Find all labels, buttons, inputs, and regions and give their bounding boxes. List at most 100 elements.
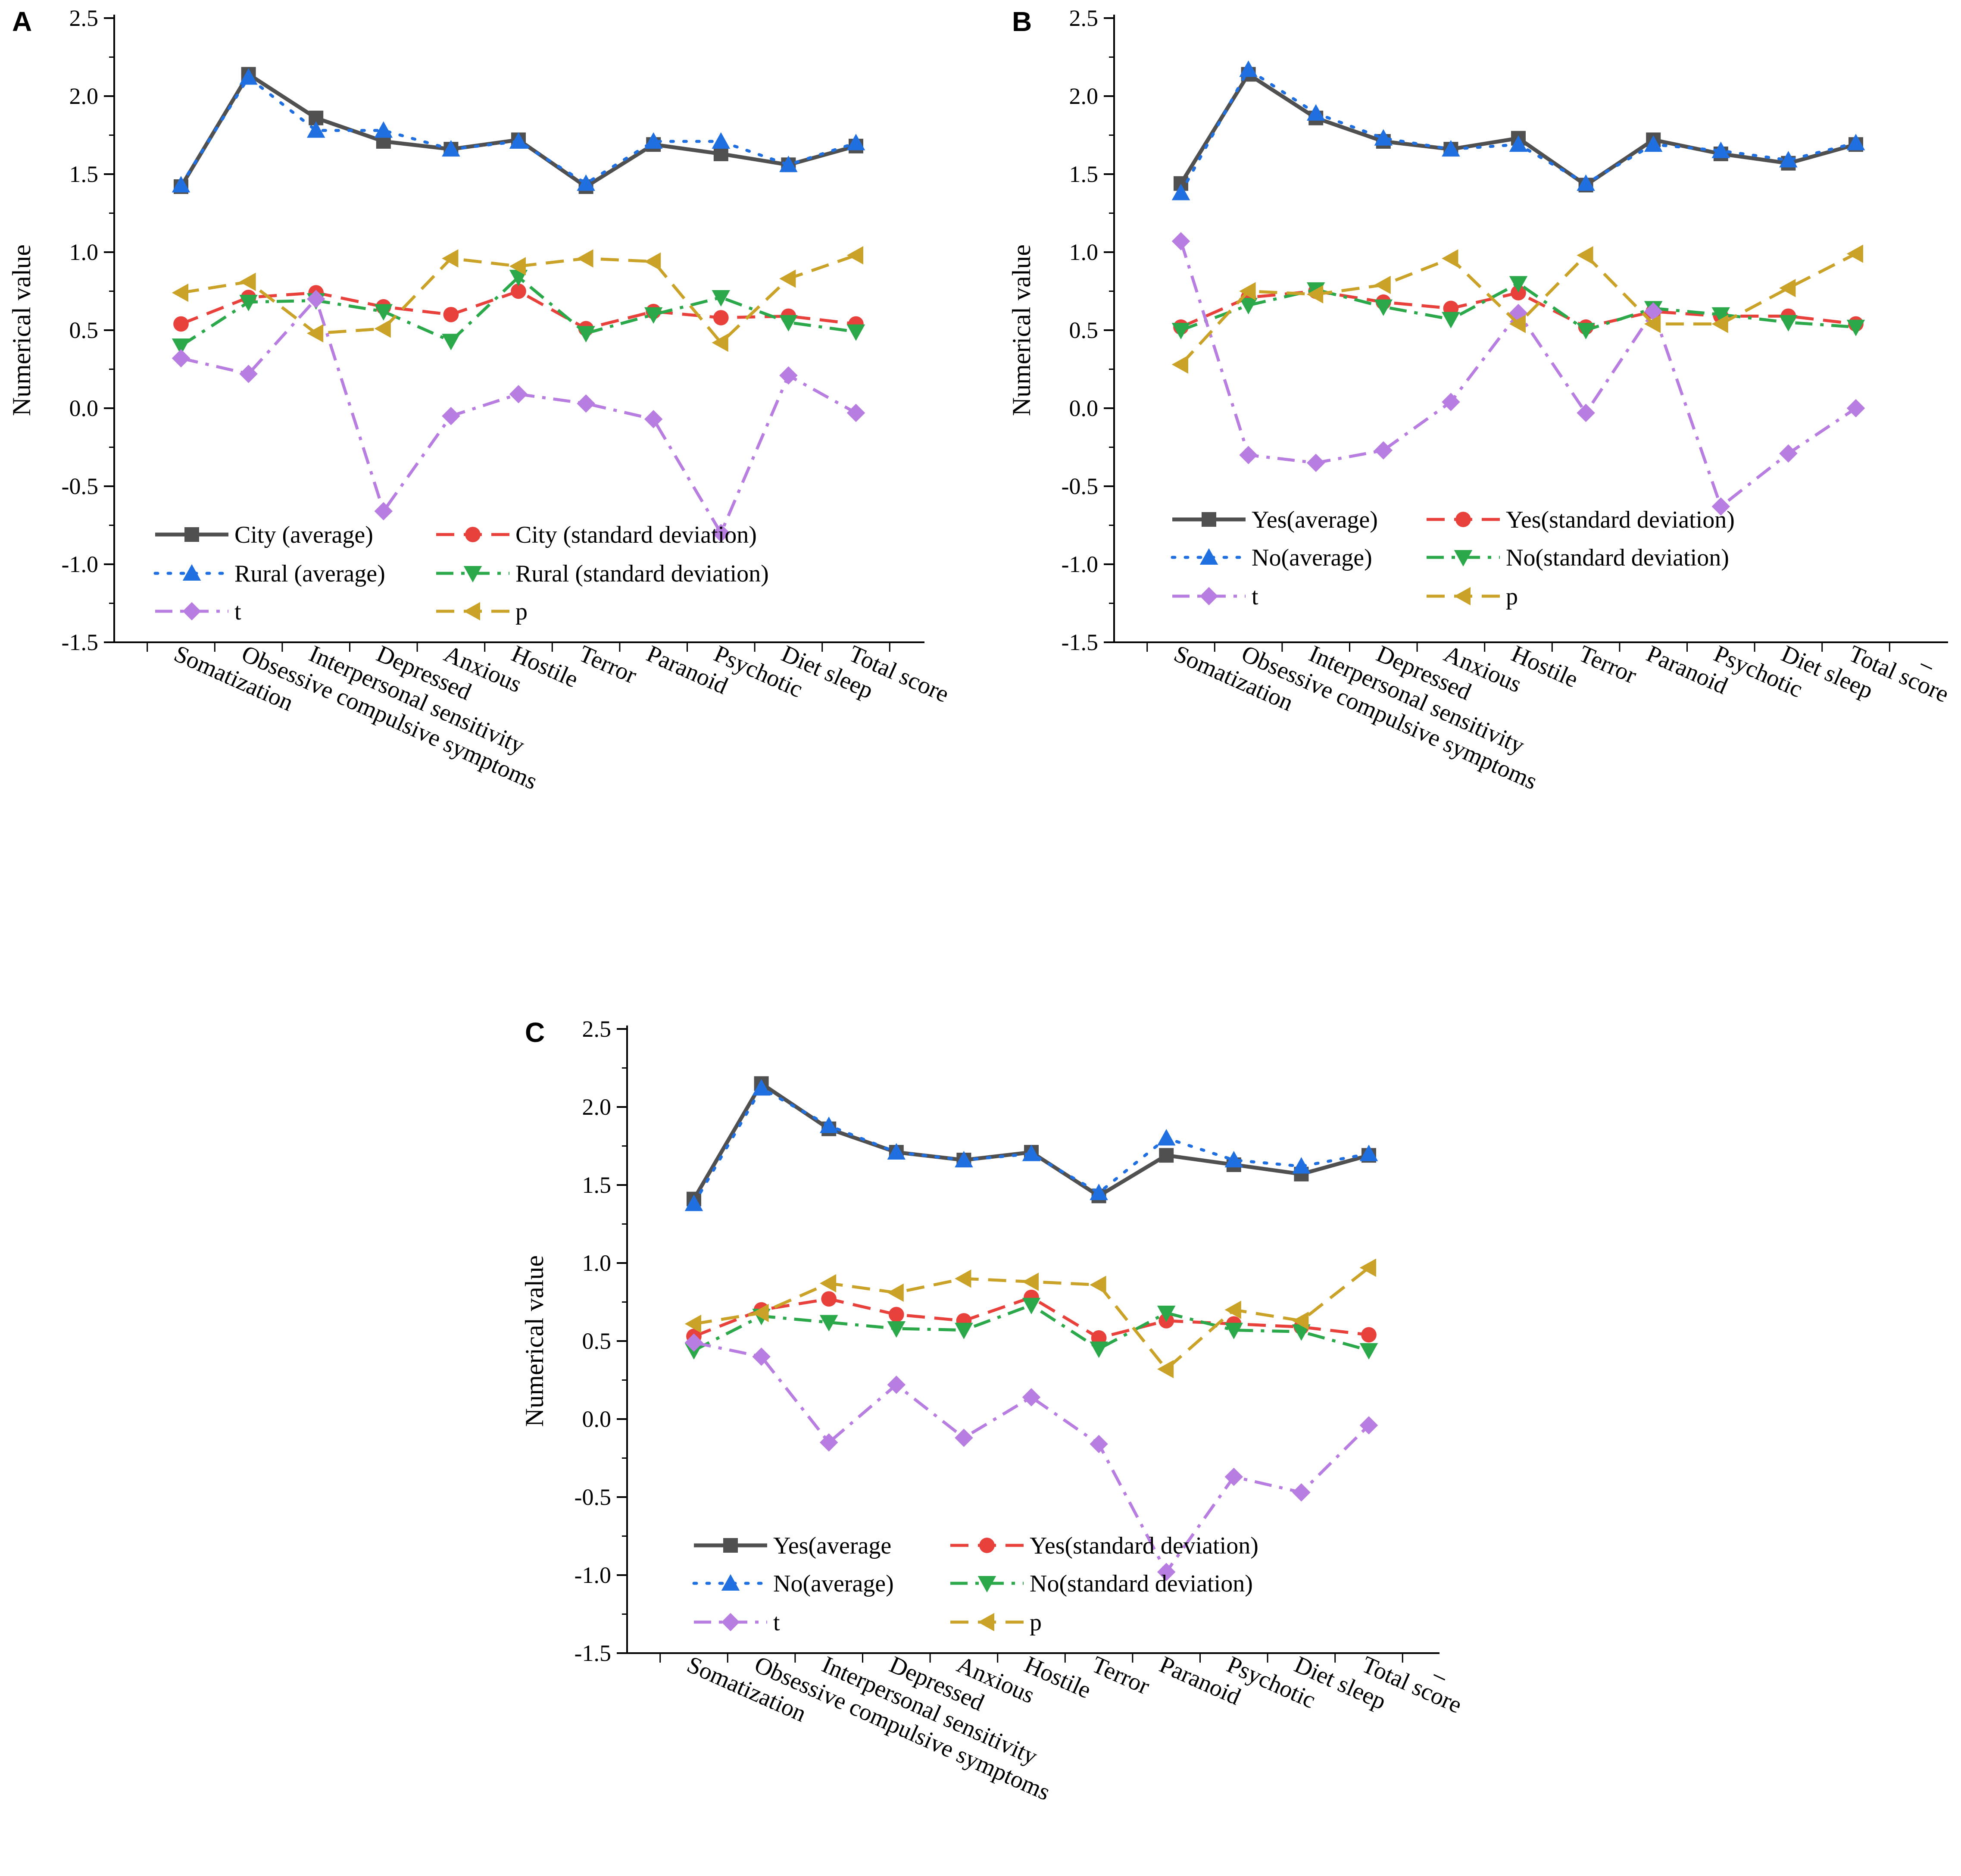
data-point-rural-standard-deviation xyxy=(374,304,393,321)
data-point-p xyxy=(644,252,661,271)
data-point-rural-standard-deviation xyxy=(509,269,528,287)
panel-label: A xyxy=(12,6,32,37)
data-point-p xyxy=(1292,1311,1309,1330)
data-point-p xyxy=(955,1269,971,1288)
data-point-rural-standard-deviation xyxy=(846,324,865,341)
legend-label-yes-standard-deviation: Yes(standard deviation) xyxy=(1030,1532,1258,1559)
data-point-city-standard-deviation xyxy=(173,316,189,332)
data-point-no-average xyxy=(887,1143,906,1160)
data-point-t xyxy=(306,290,325,308)
series-line-t xyxy=(693,1341,1370,1574)
data-point-t xyxy=(1224,1467,1243,1486)
data-point-t xyxy=(1306,453,1325,472)
legend-label-yes-standard-deviation: Yes(standard deviation) xyxy=(1506,507,1735,533)
data-point-no-average xyxy=(1171,184,1190,200)
legend-marker-t xyxy=(1199,587,1218,606)
data-point-no-standard-deviation xyxy=(1090,1341,1108,1358)
data-point-no-average xyxy=(1090,1183,1108,1201)
data-point-p xyxy=(1306,285,1324,303)
y-tick-label: 2.0 xyxy=(69,83,99,109)
data-point-t xyxy=(1577,403,1595,422)
data-point-no-average xyxy=(684,1194,703,1211)
data-point-no-standard-deviation xyxy=(1374,299,1393,316)
data-point-no-average xyxy=(1644,135,1663,152)
data-point-t xyxy=(1171,232,1190,250)
legend-marker-p xyxy=(463,602,480,621)
data-point-rural-standard-deviation xyxy=(779,315,798,332)
legend-label-t: t xyxy=(1252,583,1258,610)
data-point-t xyxy=(1644,302,1663,321)
data-point-no-average xyxy=(1374,129,1393,146)
x-extra-tick-dash xyxy=(1920,663,1933,670)
legend-label-p: p xyxy=(1506,583,1518,610)
data-point-no-average xyxy=(1292,1157,1311,1174)
data-point-p xyxy=(509,257,526,275)
data-point-rural-average xyxy=(577,174,595,191)
data-point-p xyxy=(1577,246,1593,265)
data-point-p xyxy=(306,324,324,343)
y-tick-label: 1.5 xyxy=(1069,161,1099,187)
data-point-no-average xyxy=(1779,151,1798,168)
data-point-rural-average xyxy=(509,132,528,149)
y-tick-label: 1.0 xyxy=(69,239,99,265)
data-point-p xyxy=(577,249,593,268)
data-point-no-average xyxy=(1224,1151,1243,1168)
data-point-t xyxy=(577,394,595,413)
data-point-no-standard-deviation xyxy=(887,1321,906,1338)
data-point-p xyxy=(1239,282,1256,300)
data-point-no-standard-deviation xyxy=(819,1315,838,1332)
data-point-p xyxy=(779,269,796,288)
legend-label-rural-standard-deviation: Rural (standard deviation) xyxy=(515,560,769,587)
data-point-t xyxy=(1359,1416,1378,1435)
panel-a-chart: A 2.5 2.0 1.5 1.0 0.5 0.0 -0.5 -1.0 -1.5 Numerical… xyxy=(7,5,953,795)
legend-marker-rural-standard-deviation xyxy=(463,566,482,583)
panel-b-chart: B 2.5 2.0 1.5 1.0 0.5 0.0 -0.5 -1.0 -1.5 Numerical… xyxy=(1007,5,1953,795)
data-point-rural-average xyxy=(644,132,663,149)
legend-marker-p xyxy=(977,1613,994,1632)
data-point-no-standard-deviation xyxy=(1509,276,1528,293)
legend-label-no-standard-deviation: No(standard deviation) xyxy=(1506,544,1729,571)
data-point-no-standard-deviation xyxy=(955,1323,973,1339)
legend-label-yes-average: Yes(average xyxy=(773,1532,891,1559)
data-point-t xyxy=(1846,399,1865,418)
data-point-p xyxy=(846,246,863,265)
data-point-p xyxy=(1442,249,1458,268)
y-tick-label: 2.5 xyxy=(1069,5,1099,31)
data-point-t xyxy=(779,366,798,385)
data-point-no-average xyxy=(1306,104,1325,121)
data-point-p xyxy=(1157,1360,1174,1379)
y-axis-title: Numerical value xyxy=(7,244,36,416)
y-tick-label: 0.0 xyxy=(69,395,99,421)
data-point-t xyxy=(1442,393,1460,411)
data-point-p xyxy=(1022,1273,1039,1291)
legend-marker-yes-average xyxy=(1202,512,1216,527)
data-point-t xyxy=(644,410,663,428)
y-tick-label: 1.5 xyxy=(582,1172,612,1198)
data-point-no-standard-deviation xyxy=(1224,1323,1243,1339)
y-tick-label: 2.0 xyxy=(1069,83,1099,109)
y-tick-label: 1.0 xyxy=(582,1250,612,1276)
data-point-no-average xyxy=(1442,140,1460,157)
data-point-p xyxy=(374,319,391,338)
data-point-yes-average xyxy=(1159,1148,1174,1163)
data-point-rural-standard-deviation xyxy=(239,294,258,312)
data-point-no-average xyxy=(955,1151,973,1168)
data-point-city-standard-deviation xyxy=(443,306,459,322)
data-point-rural-average xyxy=(306,121,325,138)
data-point-rural-standard-deviation xyxy=(442,334,460,350)
data-point-p xyxy=(1090,1276,1106,1294)
data-point-yes-standard-deviation xyxy=(821,1291,837,1307)
data-point-no-average xyxy=(1577,174,1595,191)
data-point-t xyxy=(442,406,460,425)
data-point-t xyxy=(1374,441,1393,460)
data-point-t xyxy=(1779,444,1798,463)
legend-label-t: t xyxy=(234,598,241,625)
legend-marker-rural-average xyxy=(182,564,201,581)
legend-marker-t xyxy=(721,1613,740,1632)
data-point-city-standard-deviation xyxy=(511,283,526,299)
y-tick-label: -1.0 xyxy=(575,1562,611,1588)
y-tick-label: 1.0 xyxy=(1069,239,1099,265)
legend-marker-p xyxy=(1454,587,1471,606)
legend-label-p: p xyxy=(1030,1609,1042,1636)
legend-marker-yes-standard-deviation xyxy=(979,1538,995,1553)
